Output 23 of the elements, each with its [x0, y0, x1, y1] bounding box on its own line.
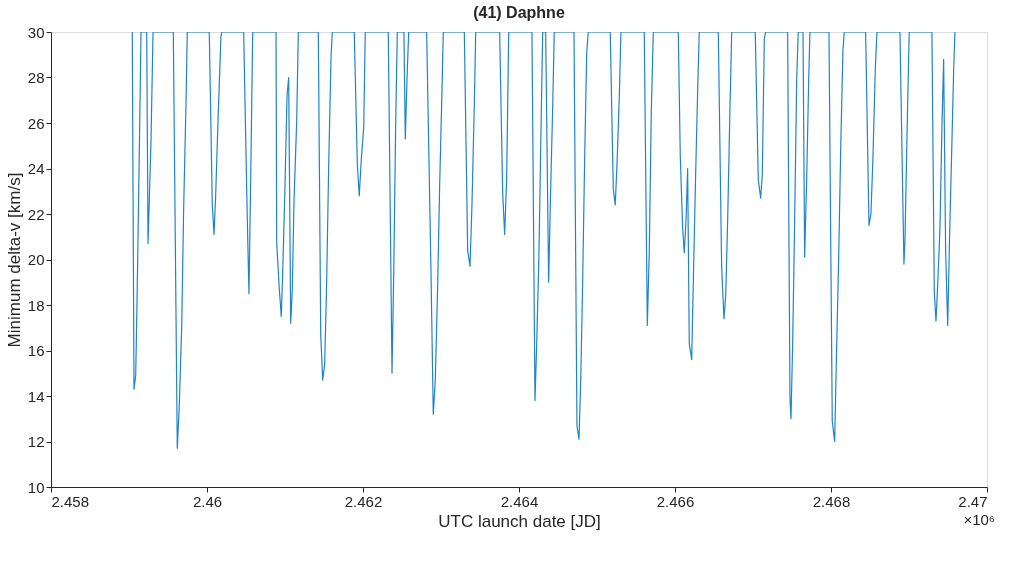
y-tick-label: 24 [27, 160, 45, 177]
x-tick-label: 2.466 [656, 492, 695, 510]
y-tick-label: 26 [27, 114, 45, 132]
x-tick-label: 2.464 [500, 492, 539, 510]
x-tick-label: 2.458 [51, 492, 90, 510]
y-tick-label: 28 [27, 69, 45, 86]
x-tick-label: 2.46 [192, 492, 223, 510]
y-tick-label: 22 [27, 205, 45, 223]
y-tick-label: 20 [27, 251, 45, 268]
x-tick-label: 2.462 [344, 492, 383, 510]
y-tick-label: 10 [27, 478, 45, 496]
y-tick-label: 16 [27, 342, 45, 359]
x-axis-title: UTC launch date [JD] [438, 511, 601, 531]
y-tick-label: 14 [27, 387, 45, 405]
x-tick-label: 2.47 [958, 492, 988, 510]
y-tick-label: 18 [27, 296, 45, 314]
text: ×10⁶ [963, 511, 995, 528]
line-series [131, 32, 956, 449]
y-tick-label: 12 [27, 433, 45, 450]
chart-title: (41) Daphne [473, 4, 565, 21]
x-tick-label: 2.468 [812, 492, 851, 510]
y-tick-label: 30 [27, 23, 45, 41]
y-axis-title: Minimum delta-v [km/s] [4, 172, 24, 348]
